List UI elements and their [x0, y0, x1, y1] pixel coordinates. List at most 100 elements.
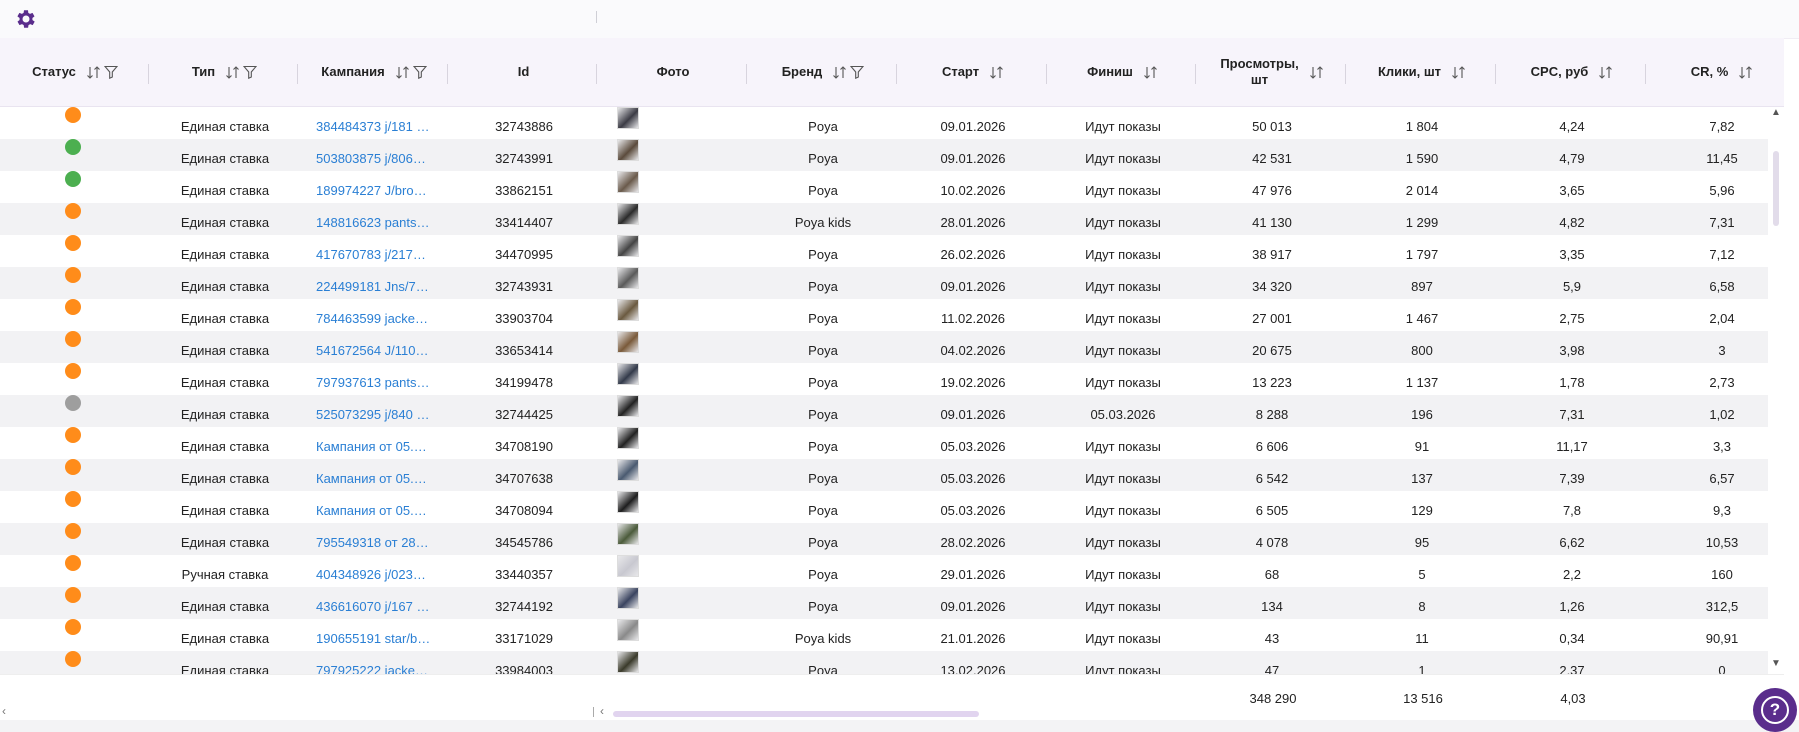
product-photo[interactable] — [617, 363, 639, 385]
table-row[interactable]: Единая ставка 384484373 j/181 от… 32743886… — [0, 107, 1768, 139]
column-divider[interactable] — [1046, 64, 1047, 84]
sort-icon[interactable] — [1309, 65, 1324, 80]
cell-campaign[interactable]: 224499181 Jns/797… — [316, 279, 431, 294]
sort-icon[interactable] — [86, 65, 101, 80]
vertical-scroll-thumb[interactable] — [1773, 151, 1779, 226]
sort-icon[interactable] — [225, 65, 240, 80]
table-row[interactable]: Единая ставка 224499181 Jns/797… 32743931 P… — [0, 267, 1768, 299]
scroll-left-icon[interactable]: ‹ — [600, 704, 604, 718]
product-photo[interactable] — [617, 619, 639, 641]
gear-icon[interactable] — [14, 7, 38, 31]
sort-icon[interactable] — [395, 65, 410, 80]
table-row[interactable]: Единая ставка 784463599 jacket/6… 33903704… — [0, 299, 1768, 331]
sort-icon[interactable] — [1598, 65, 1613, 80]
table-row[interactable]: Единая ставка Кампания от 05.03… 34708094 P… — [0, 491, 1768, 523]
product-photo[interactable] — [617, 555, 639, 577]
cell-campaign[interactable]: 404348926 j/0232 … — [316, 567, 431, 582]
cell-campaign[interactable]: 190655191 star/blu… — [316, 631, 431, 646]
product-photo[interactable] — [617, 459, 639, 481]
sort-icon[interactable] — [989, 65, 1004, 80]
column-divider[interactable] — [596, 64, 597, 84]
product-photo[interactable] — [617, 203, 639, 225]
column-divider[interactable] — [1345, 64, 1346, 84]
column-divider[interactable] — [447, 64, 448, 84]
table-row[interactable]: Единая ставка 417670783 j/2171 … 34470995 P… — [0, 235, 1768, 267]
sort-icon[interactable] — [1143, 65, 1158, 80]
product-photo[interactable] — [617, 107, 639, 129]
column-header-finish[interactable]: Финиш — [1048, 38, 1197, 106]
cell-campaign[interactable]: 795549318 от 28.0… — [316, 535, 431, 550]
filter-icon[interactable] — [850, 65, 865, 79]
table-row[interactable]: Ручная ставка 404348926 j/0232 … 33440357 P… — [0, 555, 1768, 587]
product-photo[interactable] — [617, 651, 639, 673]
column-divider[interactable] — [896, 64, 897, 84]
sort-icon[interactable] — [832, 65, 847, 80]
help-button[interactable]: ? — [1753, 688, 1797, 732]
product-photo[interactable] — [617, 491, 639, 513]
scroll-up-icon[interactable]: ▲ — [1771, 107, 1781, 118]
product-photo[interactable] — [617, 267, 639, 289]
table-row[interactable]: Единая ставка Кампания от 05.03… 34708190 P… — [0, 427, 1768, 459]
column-header-cr[interactable]: CR, % — [1647, 38, 1797, 106]
product-photo[interactable] — [617, 139, 639, 161]
cell-campaign[interactable]: 797937613 pants/x… — [316, 375, 431, 390]
column-header-status[interactable]: Статус — [0, 38, 150, 106]
filter-icon[interactable] — [243, 65, 258, 79]
table-row[interactable]: Единая ставка 436616070 j/167 от… 32744192… — [0, 587, 1768, 619]
cell-campaign[interactable]: 148816623 pants2t… — [316, 215, 431, 230]
cell-campaign[interactable]: Кампания от 05.03… — [316, 439, 431, 454]
horizontal-scroll-thumb[interactable] — [613, 711, 979, 717]
column-divider[interactable] — [1495, 64, 1496, 84]
product-photo[interactable] — [617, 427, 639, 449]
cell-campaign[interactable]: 436616070 j/167 от… — [316, 599, 431, 614]
table-row[interactable]: Единая ставка 189974227 J/brown… 33862151 P… — [0, 171, 1768, 203]
column-divider[interactable] — [1645, 64, 1646, 84]
column-header-photo[interactable]: Фото — [598, 38, 748, 106]
column-divider[interactable] — [148, 64, 149, 84]
cell-campaign[interactable]: 797925222 jacket/8… — [316, 663, 431, 674]
cell-campaign[interactable]: 384484373 j/181 от… — [316, 119, 431, 134]
table-row[interactable]: Единая ставка 797925222 jacket/8… 33984003… — [0, 651, 1768, 674]
filter-icon[interactable] — [103, 65, 118, 79]
column-header-start[interactable]: Старт — [898, 38, 1048, 106]
product-photo[interactable] — [617, 523, 639, 545]
scroll-left-icon[interactable]: ‹ — [2, 704, 6, 718]
column-divider[interactable] — [1195, 64, 1196, 84]
table-row[interactable]: Единая ставка Кампания от 05.03… 34707638 P… — [0, 459, 1768, 491]
cell-campaign[interactable]: Кампания от 05.03… — [316, 471, 431, 486]
vertical-scrollbar[interactable]: ▲ ▼ — [1768, 107, 1784, 674]
cell-campaign[interactable]: 503803875 j/8060 … — [316, 151, 431, 166]
product-photo[interactable] — [617, 235, 639, 257]
cell-campaign[interactable]: 189974227 J/brown… — [316, 183, 431, 198]
column-header-clicks[interactable]: Клики, шт — [1347, 38, 1497, 106]
table-row[interactable]: Единая ставка 525073295 j/840 от… 32744425… — [0, 395, 1768, 427]
sort-icon[interactable] — [1451, 65, 1466, 80]
horizontal-scrollbar[interactable]: ‹ ‹ — [0, 704, 1784, 719]
cell-campaign[interactable]: 541672564 J/1101 … — [316, 343, 431, 358]
cell-campaign[interactable]: 417670783 j/2171 … — [316, 247, 431, 262]
column-header-campaign[interactable]: Кампания — [299, 38, 449, 106]
product-photo[interactable] — [617, 299, 639, 321]
table-row[interactable]: Единая ставка 503803875 j/8060 … 32743991 P… — [0, 139, 1768, 171]
filter-icon[interactable] — [412, 65, 427, 79]
sort-icon[interactable] — [1738, 65, 1753, 80]
scroll-down-icon[interactable]: ▼ — [1771, 658, 1781, 669]
table-row[interactable]: Единая ставка 190655191 star/blu… 33171029… — [0, 619, 1768, 651]
column-header-id[interactable]: Id — [449, 38, 598, 106]
column-header-brand[interactable]: Бренд — [748, 38, 898, 106]
cell-campaign[interactable]: Кампания от 05.03… — [316, 503, 431, 518]
cell-campaign[interactable]: 525073295 j/840 от… — [316, 407, 431, 422]
table-row[interactable]: Единая ставка 795549318 от 28.0… 34545786 P… — [0, 523, 1768, 555]
product-photo[interactable] — [617, 395, 639, 417]
table-row[interactable]: Единая ставка 797937613 pants/x… 34199478 P… — [0, 363, 1768, 395]
product-photo[interactable] — [617, 171, 639, 193]
column-header-views[interactable]: Просмотры, шт — [1197, 38, 1347, 106]
cell-campaign[interactable]: 784463599 jacket/6… — [316, 311, 431, 326]
column-header-cpc[interactable]: CPC, руб — [1497, 38, 1647, 106]
product-photo[interactable] — [617, 587, 639, 609]
column-header-type[interactable]: Тип — [150, 38, 299, 106]
table-row[interactable]: Единая ставка 148816623 pants2t… 33414407 P… — [0, 203, 1768, 235]
column-divider[interactable] — [297, 64, 298, 84]
column-divider[interactable] — [746, 64, 747, 84]
table-row[interactable]: Единая ставка 541672564 J/1101 … 33653414 P… — [0, 331, 1768, 363]
